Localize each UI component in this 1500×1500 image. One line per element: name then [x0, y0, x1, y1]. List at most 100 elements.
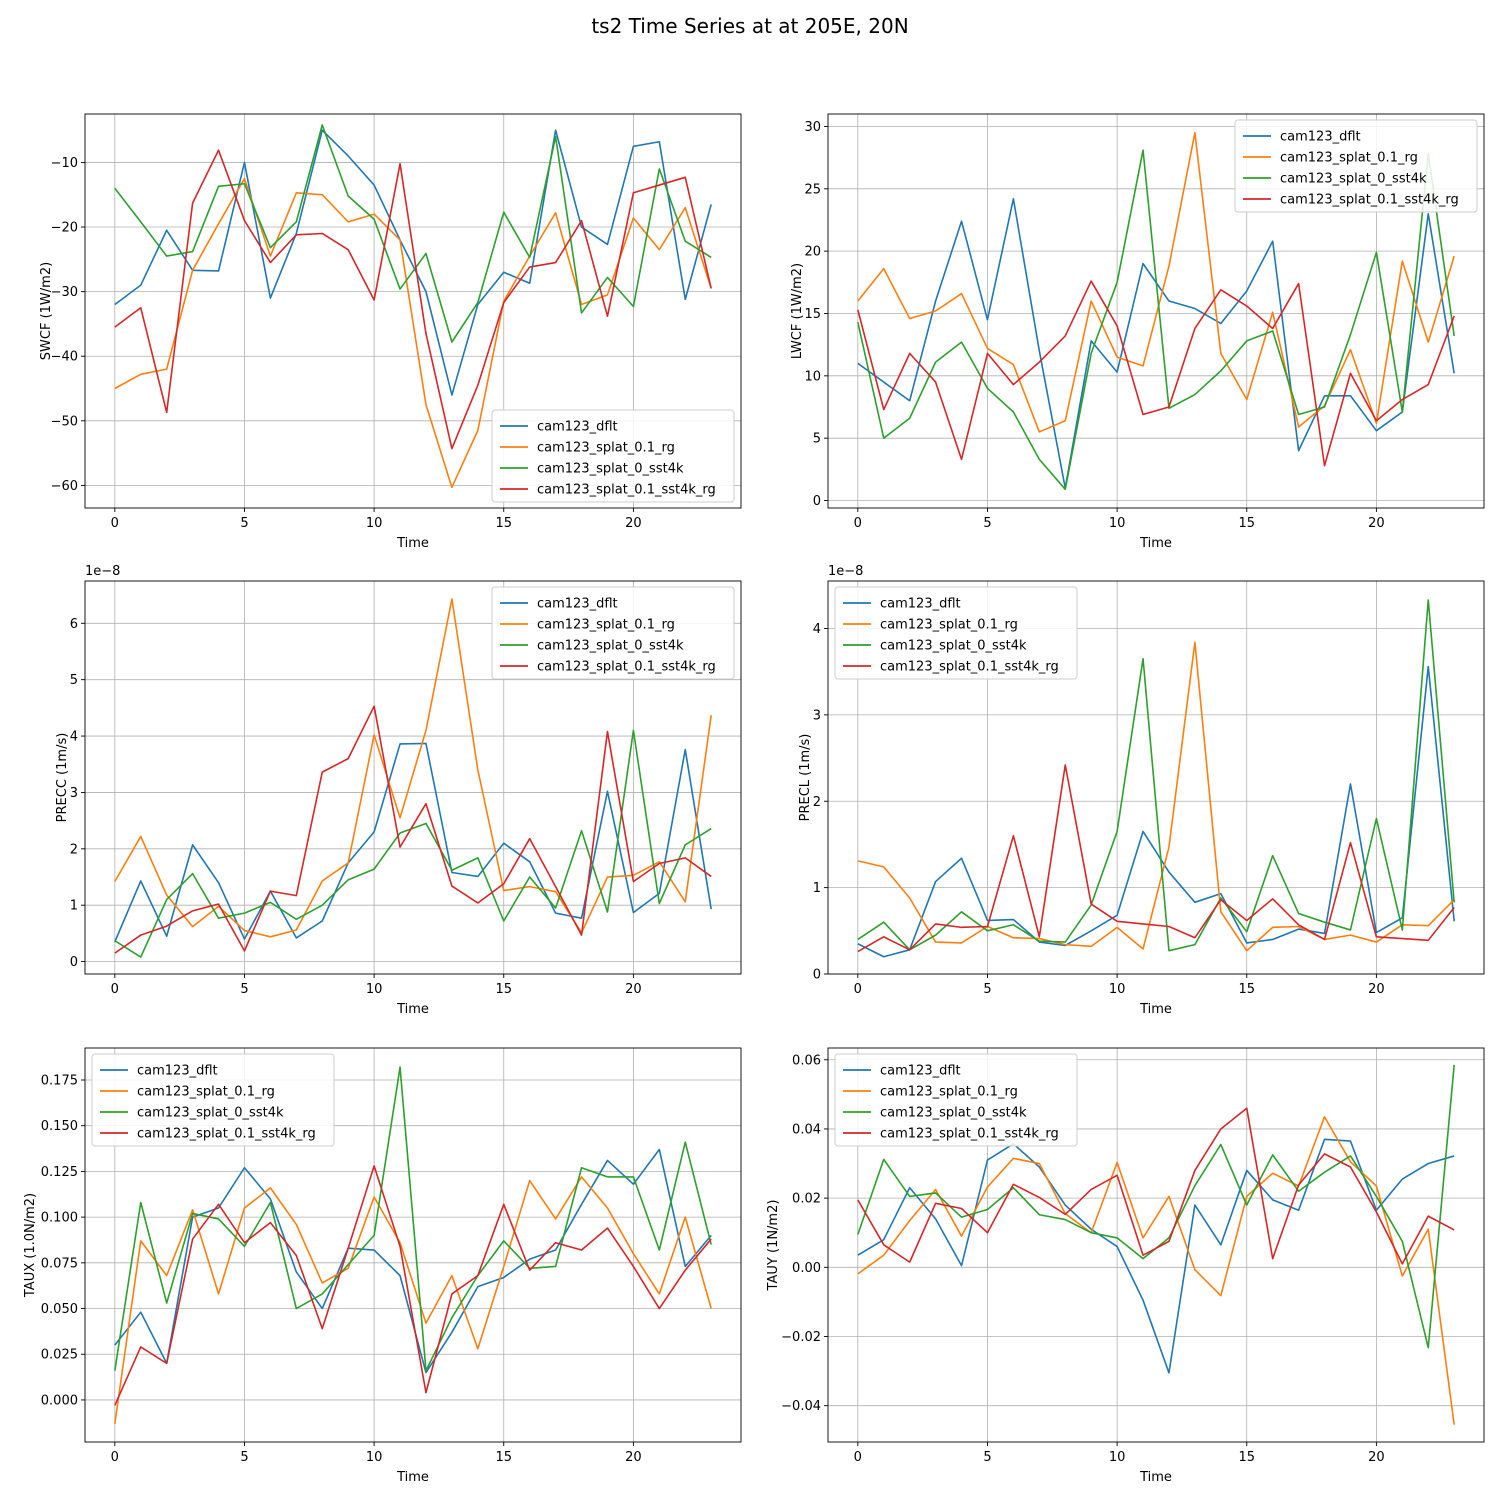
y-tick-label: 0	[813, 968, 821, 983]
legend-label: cam123_splat_0.1_sst4k_rg	[537, 660, 716, 675]
y-tick-label: −0.02	[781, 1330, 821, 1345]
legend: cam123_dflt cam123_splat_0.1_rg cam123_spl…	[1234, 119, 1478, 213]
y-tick-label: 0.02	[792, 1192, 821, 1207]
y-tick-label: 0.04	[792, 1122, 821, 1137]
x-axis-label: Time	[396, 1470, 429, 1485]
y-tick-label: 0.025	[41, 1348, 78, 1363]
axes-frame	[84, 580, 742, 975]
series-line-cam123_splat_0.1_rg	[114, 1176, 712, 1424]
legend-box	[491, 409, 735, 503]
y-tick-label: 4	[70, 730, 78, 745]
y-tick-label: 1	[813, 881, 821, 896]
series-line-cam123_dflt	[857, 1138, 1455, 1374]
legend-box	[91, 1053, 335, 1147]
legend-label: cam123_splat_0.1_sst4k_rg	[137, 1127, 316, 1142]
x-tick-label: 20	[625, 516, 642, 531]
y-tick-label: −40	[51, 350, 78, 365]
x-axis-label: Time	[1139, 536, 1172, 551]
x-tick-label: 5	[983, 982, 991, 997]
x-tick-label: 0	[854, 516, 862, 531]
series-line-cam123_splat_0.1_rg	[857, 131, 1455, 433]
x-tick-label: 10	[366, 516, 383, 531]
legend-label: cam123_dflt	[880, 1064, 961, 1079]
axes-frame	[84, 1047, 742, 1443]
y-tick-label: −10	[51, 156, 78, 171]
legend-label: cam123_dflt	[537, 420, 618, 435]
x-tick-label: 5	[983, 1450, 991, 1465]
x-tick-label: 0	[854, 982, 862, 997]
legend: cam123_dflt cam123_splat_0.1_rg cam123_spl…	[834, 586, 1078, 680]
y-tick-label: 2	[70, 842, 78, 857]
x-tick-label: 5	[240, 516, 248, 531]
x-tick-label: 20	[625, 982, 642, 997]
y-axis-label: PRECC (1m/s)	[55, 733, 70, 823]
axis-offset-label: 1e−8	[828, 564, 863, 579]
series-line-cam123_splat_0.1_sst4k_rg	[114, 705, 712, 954]
series-line-cam123_splat_0.1_sst4k_rg	[114, 1165, 712, 1406]
y-axis-label: PRECL (1m/s)	[798, 734, 813, 822]
x-axis-label: Time	[396, 1002, 429, 1017]
y-tick-label: 0.075	[41, 1256, 78, 1271]
legend-label: cam123_splat_0.1_rg	[1280, 151, 1418, 166]
axes-frame	[827, 113, 1485, 509]
y-tick-label: −30	[51, 285, 78, 300]
y-tick-label: 0.100	[41, 1211, 78, 1226]
series-line-cam123_dflt	[857, 665, 1455, 958]
subplot-lwcf: 0 5 10 15 20 0 5 10 15 20 25 30 Time LWCF (1W/m2) cam1…	[790, 113, 1485, 551]
legend-label: cam123_splat_0.1_rg	[537, 441, 675, 456]
series-line-cam123_splat_0.1_rg	[857, 641, 1455, 952]
legend-label: cam123_dflt	[880, 597, 961, 612]
x-axis-label: Time	[1139, 1002, 1172, 1017]
figure-title: ts2 Time Series at at 205E, 20N	[591, 14, 909, 38]
y-tick-label: 2	[813, 795, 821, 810]
y-tick-label: 10	[804, 369, 821, 384]
y-tick-label: −20	[51, 221, 78, 236]
y-axis-label: LWCF (1W/m2)	[790, 263, 805, 359]
legend: cam123_dflt cam123_splat_0.1_rg cam123_spl…	[834, 1053, 1078, 1147]
y-tick-label: 0.00	[792, 1261, 821, 1276]
y-tick-label: 0.050	[41, 1302, 78, 1317]
x-tick-label: 5	[240, 982, 248, 997]
x-tick-label: 15	[1238, 516, 1255, 531]
legend-label: cam123_splat_0.1_sst4k_rg	[1280, 193, 1459, 208]
y-axis-label: SWCF (1W/m2)	[39, 262, 54, 360]
subplot-precc: 0 5 10 15 20 0 1 2 3 4 5 6 Time PRECC (1m/s) 1e−8 cam12…	[55, 564, 742, 1017]
y-tick-label: 1	[70, 899, 78, 914]
axes-frame	[827, 1047, 1485, 1443]
series-line-cam123_dflt	[114, 742, 712, 943]
series-line-cam123_splat_0.1_sst4k_rg	[857, 764, 1455, 953]
y-tick-label: −0.04	[781, 1399, 821, 1414]
axis-offset-label: 1e−8	[85, 564, 120, 579]
legend-label: cam123_splat_0.1_sst4k_rg	[880, 1127, 1059, 1142]
x-tick-label: 0	[111, 982, 119, 997]
series-line-cam123_dflt	[114, 1148, 712, 1374]
legend-label: cam123_splat_0_sst4k	[537, 639, 684, 654]
series-line-cam123_splat_0.1_sst4k_rg	[857, 280, 1455, 467]
series-line-cam123_splat_0.1_rg	[857, 1116, 1455, 1425]
series-line-cam123_splat_0_sst4k	[114, 729, 712, 958]
x-tick-label: 15	[495, 516, 512, 531]
y-tick-label: 15	[804, 307, 821, 322]
y-tick-label: 6	[70, 617, 78, 632]
legend-label: cam123_splat_0_sst4k	[137, 1106, 284, 1121]
legend: cam123_dflt cam123_splat_0.1_rg cam123_spl…	[91, 1053, 335, 1147]
subplot-precl: 0 5 10 15 20 0 1 2 3 4 Time PRECL (1m/s) 1e−8 cam123_…	[798, 564, 1485, 1017]
y-tick-label: 0	[813, 494, 821, 509]
x-tick-label: 15	[1238, 1450, 1255, 1465]
y-tick-label: 0.000	[41, 1393, 78, 1408]
series-line-cam123_splat_0_sst4k	[114, 1066, 712, 1372]
legend-box	[834, 586, 1078, 680]
legend-label: cam123_dflt	[137, 1064, 218, 1079]
x-tick-label: 0	[111, 516, 119, 531]
x-axis-label: Time	[396, 536, 429, 551]
legend-label: cam123_splat_0.1_rg	[137, 1085, 275, 1100]
x-tick-label: 10	[1109, 516, 1126, 531]
legend-label: cam123_splat_0_sst4k	[1280, 172, 1427, 187]
y-tick-label: 4	[813, 622, 821, 637]
subplot-swcf: 0 5 10 15 20 −60 −50 −40 −30 −20 −10 Time SWCF (1W/m…	[39, 113, 742, 551]
y-axis-label: TAUX (1.0N/m2)	[23, 1193, 38, 1298]
legend-label: cam123_splat_0.1_sst4k_rg	[880, 660, 1059, 675]
x-tick-label: 10	[1109, 982, 1126, 997]
legend-box	[491, 586, 735, 680]
legend-label: cam123_splat_0.1_rg	[880, 1085, 1018, 1100]
